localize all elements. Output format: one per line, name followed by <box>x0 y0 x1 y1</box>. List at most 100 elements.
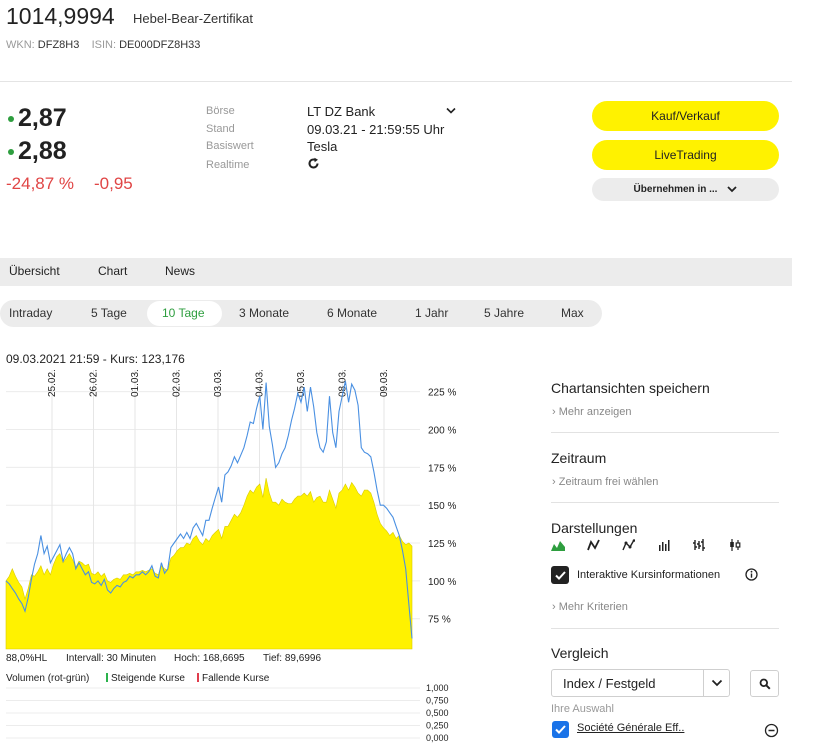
volume-y-tick-label: 0,250 <box>426 721 449 731</box>
ask-price: 2,88 <box>8 137 67 166</box>
adopt-dropdown[interactable]: Übernehmen in ... <box>592 178 779 201</box>
underlying-value[interactable]: Tesla <box>307 139 338 154</box>
ohlc-chart-icon[interactable] <box>693 539 706 551</box>
range-1-year[interactable]: 1 Jahr <box>415 306 449 320</box>
falling-swatch <box>197 673 199 682</box>
y-tick-label: 125 % <box>428 539 456 550</box>
price-chart[interactable]: 75 % 100 % 125 % 150 % 175 % 200 % 225 % 25.02.… <box>0 370 470 652</box>
range-10-days[interactable]: 10 Tage <box>162 306 205 320</box>
time-value: 09.03.21 - 21:59:55 Uhr <box>307 122 445 137</box>
rising-swatch <box>106 673 108 682</box>
volume-y-tick-label: 0,750 <box>426 696 449 706</box>
range-5-days[interactable]: 5 Tage <box>91 306 127 320</box>
range-selector <box>0 300 602 327</box>
exchange-label: Börse <box>206 105 235 117</box>
volume-y-tick-label: 1,000 <box>426 683 449 693</box>
show-more-label: Mehr anzeigen <box>558 406 632 418</box>
period-link[interactable]: › Zeitraum frei wählen <box>552 476 658 488</box>
mountain-chart-icon[interactable] <box>551 539 565 551</box>
chevron-right-icon: › <box>552 476 556 488</box>
buy-sell-button[interactable]: Kauf/Verkauf <box>592 101 779 131</box>
bar-chart-icon[interactable] <box>658 539 671 551</box>
isin-value: DE000DFZ8H33 <box>119 39 201 51</box>
x-tick-label: 04.03. <box>255 370 266 397</box>
more-criteria-label: Mehr Kriterien <box>558 601 628 613</box>
checkmark-icon <box>555 725 566 734</box>
x-tick-label: 01.03. <box>130 370 141 397</box>
y-tick-label: 75 % <box>428 615 451 626</box>
period-title: Zeitraum <box>551 450 607 466</box>
range-6-months[interactable]: 6 Monate <box>327 306 378 320</box>
x-tick-label: 08.03. <box>338 370 349 397</box>
show-more-link[interactable]: › Mehr anzeigen <box>552 406 632 418</box>
wkn-value: DFZ8H3 <box>37 39 80 51</box>
wkn-label: WKN: <box>6 39 35 51</box>
exchange-value: LT DZ Bank <box>307 104 376 119</box>
range-active-pill <box>147 301 222 326</box>
volume-y-tick-label: 0,000 <box>426 733 449 743</box>
chevron-down-icon <box>446 107 456 114</box>
line-dots-chart-icon[interactable] <box>622 539 635 551</box>
compare-select[interactable] <box>551 669 730 697</box>
divider <box>551 502 779 503</box>
select-separator <box>703 669 704 697</box>
interactive-info-label: Interaktive Kursinformationen <box>577 569 721 581</box>
range-5-years[interactable]: 5 Jahre <box>484 306 525 320</box>
volume-y-tick-label: 0,500 <box>426 708 449 718</box>
x-tick-label: 26.02. <box>89 370 100 397</box>
range-max[interactable]: Max <box>561 306 584 320</box>
up-dot-icon <box>8 149 14 156</box>
exchange-select[interactable]: LT DZ Bank <box>307 104 457 119</box>
tab-news[interactable]: News <box>165 264 196 278</box>
change-absolute: -0,95 <box>94 174 133 193</box>
underlying-line-series <box>5 380 413 639</box>
volume-title: Volumen (rot-grün) <box>6 673 90 684</box>
candlestick-chart-icon[interactable] <box>729 539 742 551</box>
change-percent: -24,87 % <box>6 174 75 193</box>
period-link-label: Zeitraum frei wählen <box>558 476 659 488</box>
compare-search-button[interactable] <box>750 670 779 697</box>
refresh-icon[interactable] <box>307 157 320 170</box>
range-intraday[interactable]: Intraday <box>9 306 53 320</box>
search-icon <box>759 678 771 690</box>
compare-item-checkbox[interactable] <box>552 721 569 738</box>
save-views-title: Chartansichten speichern <box>551 380 710 396</box>
interactive-info-checkbox[interactable] <box>551 566 569 584</box>
time-label: Stand <box>206 123 235 135</box>
y-tick-label: 175 % <box>428 463 456 474</box>
tab-bar <box>0 258 792 286</box>
chart-hl: 88,0%HL <box>6 653 48 664</box>
x-tick-label: 03.03. <box>213 370 224 397</box>
live-trading-button[interactable]: LiveTrading <box>592 140 779 170</box>
chevron-down-icon[interactable] <box>711 679 723 687</box>
x-tick-label: 09.03. <box>379 370 390 397</box>
adopt-label: Übernehmen in ... <box>633 184 718 195</box>
bid-value: 2,87 <box>18 104 67 132</box>
up-dot-icon <box>8 116 14 123</box>
line-chart-icon[interactable] <box>587 539 600 551</box>
price-area-series <box>5 477 413 650</box>
y-tick-label: 200 % <box>428 426 456 437</box>
isin-label: ISIN: <box>91 39 117 51</box>
chevron-right-icon: › <box>552 406 556 418</box>
tab-chart[interactable]: Chart <box>98 264 128 278</box>
remove-circle-icon[interactable] <box>764 723 779 738</box>
chart-interval: Intervall: 30 Minuten <box>66 653 157 664</box>
x-tick-label: 25.02. <box>47 370 58 397</box>
range-3-months[interactable]: 3 Monate <box>239 306 290 320</box>
display-title: Darstellungen <box>551 520 638 536</box>
realtime-label: Realtime <box>206 159 250 171</box>
checkmark-icon <box>554 570 566 580</box>
volume-legend-falling: Fallende Kurse <box>197 673 269 684</box>
compare-title: Vergleich <box>551 645 609 661</box>
chevron-right-icon: › <box>552 601 556 613</box>
tab-overview[interactable]: Übersicht <box>9 264 60 278</box>
y-tick-label: 100 % <box>428 577 456 588</box>
rising-label: Steigende Kurse <box>111 673 185 684</box>
more-criteria-link[interactable]: › Mehr Kriterien <box>552 601 628 613</box>
falling-label: Fallende Kurse <box>202 673 270 684</box>
info-icon[interactable] <box>745 568 758 581</box>
compare-item-link[interactable]: Société Générale Eff.. <box>577 722 685 734</box>
product-type: Hebel-Bear-Zertifikat <box>133 11 253 26</box>
chart-header: 09.03.2021 21:59 - Kurs: 123,176 <box>6 352 185 366</box>
